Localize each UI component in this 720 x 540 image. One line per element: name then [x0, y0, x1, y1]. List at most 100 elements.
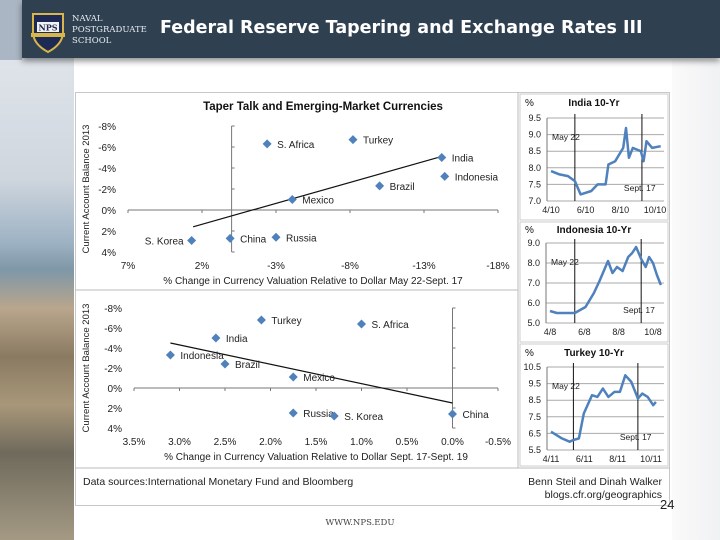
data-point [357, 319, 366, 329]
x-tick-label: 0.5% [396, 437, 419, 448]
x-tick-label: 6/8 [578, 327, 591, 337]
data-sources: Data sources:International Monetary Fund… [83, 476, 354, 488]
x-tick-label: 8/8 [612, 327, 625, 337]
data-point [287, 195, 297, 204]
authors: Benn Steil and Dinah Walker [528, 476, 662, 488]
x-tick-label: -18% [486, 261, 509, 272]
point-label: Mexico [302, 196, 334, 207]
data-point [187, 235, 197, 245]
y-tick-label: 5.0 [527, 318, 540, 328]
blog-link[interactable]: blogs.cfr.org/geographics [544, 489, 662, 501]
chart-title: India 10-Yr [568, 98, 619, 109]
y-tick-label: 4% [102, 248, 117, 259]
x-tick-label: 4/8 [544, 327, 557, 337]
point-label: China [463, 410, 490, 421]
y-tick-label: 9.0 [527, 238, 540, 248]
chart-title: Indonesia 10-Yr [557, 225, 632, 236]
trendline [192, 155, 442, 228]
x-tick-label: 0.0% [441, 437, 464, 448]
y-tick-label: 0% [108, 384, 123, 395]
data-point [211, 333, 221, 343]
y-tick-label: 8.5 [528, 395, 541, 405]
y-tick-label: 7.5 [528, 412, 541, 422]
header-left-strip [0, 0, 22, 60]
x-tick-label: 2.5% [214, 437, 237, 448]
data-point [288, 372, 298, 382]
point-label: S. Korea [145, 236, 184, 247]
event-label: Sept. 17 [624, 183, 656, 193]
data-point [348, 135, 358, 145]
x-tick-label: -0.5% [485, 437, 511, 448]
x-axis-label: % Change in Currency Valuation Relative … [164, 452, 468, 463]
x-tick-label: 10/8 [644, 327, 662, 337]
point-label: Indonesia [455, 172, 499, 183]
background-decoration [672, 60, 720, 540]
y-tick-label: 7.5 [528, 179, 541, 189]
x-tick-label: 10/10 [644, 205, 667, 215]
x-tick-label: 4/10 [542, 205, 560, 215]
data-point [440, 171, 450, 181]
x-tick-label: 1.5% [305, 437, 328, 448]
y-tick-label: 10.5 [523, 362, 541, 372]
y-tick-label: 8.0 [527, 258, 540, 268]
x-tick-label: 10/11 [640, 454, 662, 464]
svg-text:NPS: NPS [38, 23, 57, 33]
y-tick-label: 6.0 [527, 298, 540, 308]
x-tick-label: -3% [267, 261, 285, 272]
y-tick-label: 0% [102, 206, 117, 217]
x-tick-label: 1.0% [350, 437, 373, 448]
point-label: Brazil [235, 360, 260, 371]
x-tick-label: 3.5% [123, 437, 146, 448]
y-tick-label: 4% [108, 424, 123, 435]
x-tick-label: 6/10 [577, 205, 595, 215]
point-label: Russia [303, 409, 334, 420]
series-line [550, 374, 657, 443]
point-label: Turkey [363, 136, 393, 147]
school-line: POSTGRADUATE [72, 25, 147, 35]
footer-url[interactable]: WWW.NPS.EDU [325, 518, 395, 528]
y-tick-label: 2% [102, 227, 117, 238]
point-label: S. Africa [277, 140, 315, 151]
y-tick-label: 5.5 [528, 445, 541, 455]
point-label: Turkey [271, 316, 301, 327]
y-tick-label: 9.5 [528, 379, 541, 389]
data-point [437, 153, 447, 162]
x-tick-label: 3.0% [168, 437, 191, 448]
x-tick-label: 8/10 [612, 205, 630, 215]
school-name: NAVAL POSTGRADUATE SCHOOL [72, 14, 147, 47]
x-tick-label: 8/11 [609, 454, 626, 464]
y-tick-label: 7.0 [528, 196, 541, 206]
x-tick-label: 4/11 [543, 454, 560, 464]
data-point [165, 350, 175, 360]
data-point [262, 139, 272, 149]
event-label: May 22 [552, 132, 580, 142]
event-label: May 22 [551, 257, 579, 267]
data-point [225, 233, 235, 243]
data-point [271, 232, 281, 242]
y-tick-label: 9.5 [528, 113, 541, 123]
point-label: Indonesia [180, 351, 224, 362]
point-label: India [226, 334, 248, 345]
y-tick-label: 8.0 [528, 163, 541, 173]
point-label: S. Africa [372, 320, 410, 331]
school-line: SCHOOL [72, 36, 112, 46]
y-tick-label: 2% [108, 404, 123, 415]
slide-title: Federal Reserve Tapering and Exchange Ra… [160, 18, 643, 38]
school-line: NAVAL [72, 14, 103, 24]
event-label: May 22 [552, 381, 580, 391]
nps-logo: NPS [31, 13, 65, 54]
y-tick-label: -2% [98, 185, 116, 196]
x-tick-label: 6/11 [576, 454, 593, 464]
y-tick-label: -4% [104, 344, 122, 355]
y-axis-label: Current Account Balance 2013 [81, 125, 92, 254]
series-line [549, 245, 663, 315]
campus-photo [0, 58, 74, 540]
panel-border [519, 221, 669, 343]
point-label: Mexico [303, 373, 335, 384]
y-unit-label: % [525, 348, 534, 359]
data-point [329, 411, 339, 421]
x-tick-label: 2.0% [259, 437, 282, 448]
y-tick-label: -4% [98, 164, 116, 175]
y-tick-label: -8% [98, 122, 116, 133]
